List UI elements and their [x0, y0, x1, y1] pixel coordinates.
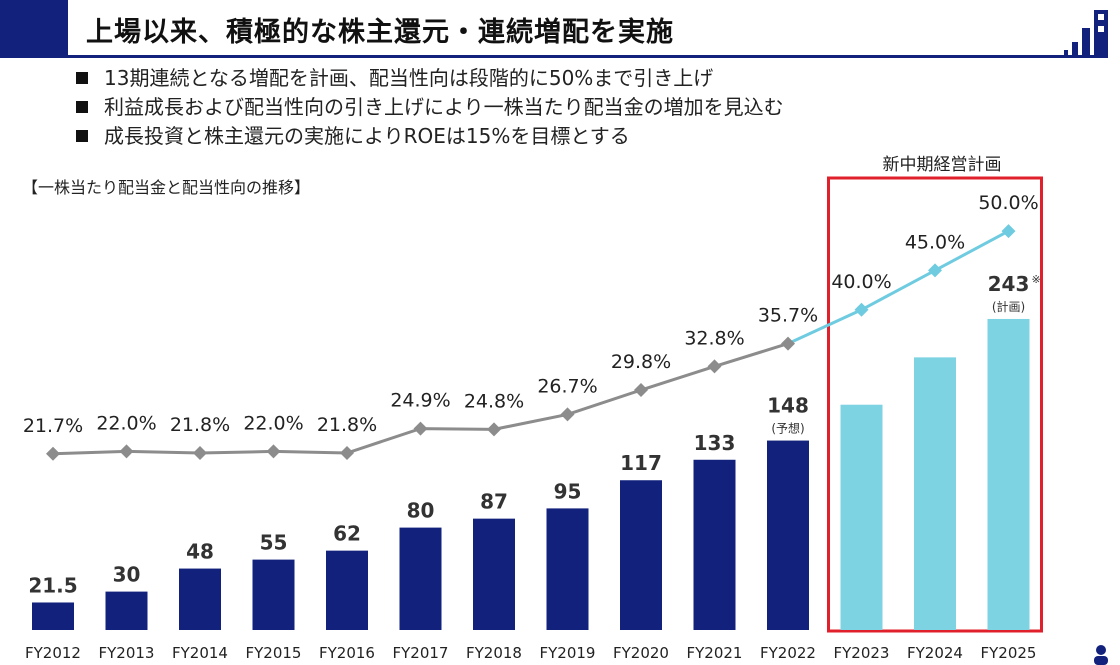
plan-period-label: 新中期経営計画: [882, 155, 1002, 175]
summary-bullets: 13期連続となる増配を計画、配当性向は段階的に50%まで引き上げ 利益成長および…: [76, 64, 784, 151]
bar-fy2022: [767, 440, 809, 630]
x-tick-label: FY2025: [981, 644, 1037, 662]
bar-fy2015: [252, 559, 295, 630]
payout-ratio-marker: [707, 359, 722, 374]
x-tick-label: FY2022: [760, 644, 816, 662]
bar-fy2020: [620, 480, 662, 630]
header-accent-block: [0, 0, 68, 58]
x-tick-label: FY2016: [319, 644, 375, 662]
payout-ratio-label: 21.7%: [23, 415, 83, 437]
header: 上場以来、積極的な株主還元・連続増配を実施: [0, 0, 1120, 58]
x-tick-label: FY2017: [393, 644, 449, 662]
bar-sub-label: (予想): [771, 421, 804, 436]
bar-value-label: 55: [260, 531, 288, 555]
bar-fy2024: [914, 357, 956, 630]
bar-value-label: 87: [480, 490, 508, 514]
payout-ratio-label: 29.8%: [611, 351, 671, 373]
x-tick-label: FY2019: [540, 644, 596, 662]
payout-ratio-marker: [928, 263, 942, 278]
bullet-square-icon: [76, 130, 88, 142]
bar-fy2017: [399, 527, 442, 630]
x-tick-label: FY2012: [25, 644, 81, 662]
payout-ratio-marker: [340, 446, 354, 460]
bar-sub-label: (計画): [992, 299, 1025, 314]
bar-value-label: 80: [407, 499, 435, 523]
payout-ratio-label: 21.8%: [317, 414, 377, 436]
bar-fy2019: [546, 508, 589, 630]
corner-logo-icon: [1064, 10, 1108, 56]
x-tick-label: FY2021: [687, 644, 743, 662]
bullet-item: 13期連続となる増配を計画、配当性向は段階的に50%まで引き上げ: [76, 64, 784, 93]
payout-ratio-label: 22.0%: [96, 412, 156, 434]
payout-ratio-label: 50.0%: [978, 192, 1038, 214]
bullet-item: 成長投資と株主還元の実施によりROEは15%を目標とする: [76, 122, 784, 151]
x-tick-label: FY2024: [907, 644, 963, 662]
bar-fy2021: [693, 459, 736, 630]
payout-ratio-marker: [1001, 224, 1016, 239]
bar-value-label: 95: [554, 479, 582, 503]
payout-ratio-label: 35.7%: [758, 305, 818, 327]
bar-value-label: 117: [620, 451, 662, 475]
bullet-square-icon: [76, 72, 88, 84]
payout-ratio-marker: [854, 302, 869, 317]
bar-fy2014: [179, 568, 221, 630]
bar-fy2012: [32, 602, 74, 630]
payout-ratio-marker: [46, 446, 60, 461]
bar-fy2016: [326, 550, 368, 630]
x-tick-label: FY2014: [172, 644, 228, 662]
payout-ratio-label: 32.8%: [684, 327, 744, 349]
x-tick-label: FY2013: [99, 644, 155, 662]
payout-ratio-marker: [634, 383, 648, 398]
payout-ratio-label: 24.8%: [464, 390, 524, 412]
payout-ratio-marker: [193, 446, 207, 460]
x-tick-label: FY2023: [834, 644, 890, 662]
chart-title: 【一株当たり配当金と配当性向の推移】: [22, 178, 311, 197]
bar-fy2018: [473, 518, 515, 630]
payout-ratio-marker: [487, 422, 501, 437]
payout-ratio-line-plan: [787, 229, 1010, 345]
plan-period-frame: [827, 176, 1043, 633]
bar-value-label: 148: [767, 394, 809, 418]
payout-ratio-label: 24.9%: [390, 390, 450, 412]
bar-fy2023: [840, 404, 883, 630]
bar-value-label: 243: [988, 272, 1030, 296]
header-underline: [68, 55, 1108, 58]
payout-ratio-label: 21.8%: [170, 414, 230, 436]
payout-ratio-label: 45.0%: [905, 231, 965, 253]
bullet-item: 利益成長および配当性向の引き上げにより一株当たり配当金の増加を見込む: [76, 93, 784, 122]
person-icon: [1094, 645, 1108, 665]
payout-ratio-label: 40.0%: [831, 271, 891, 293]
bar-value-label: 21.5: [28, 573, 77, 597]
bar-value-label: 30: [113, 563, 141, 587]
bar-value-label: 48: [186, 540, 214, 564]
payout-ratio-label: 26.7%: [537, 375, 597, 397]
footnote-mark: ※: [1032, 273, 1041, 286]
x-tick-label: FY2015: [246, 644, 302, 662]
x-tick-label: FY2020: [613, 644, 669, 662]
bar-fy2013: [105, 591, 148, 630]
page-title: 上場以来、積極的な株主還元・連続増配を実施: [86, 17, 674, 48]
payout-ratio-label: 22.0%: [243, 412, 303, 434]
bar-value-label: 133: [694, 431, 736, 455]
payout-ratio-marker: [119, 444, 134, 459]
bullet-square-icon: [76, 101, 88, 113]
payout-ratio-marker: [560, 407, 575, 422]
x-tick-label: FY2018: [466, 644, 522, 662]
payout-ratio-marker: [781, 336, 795, 351]
payout-ratio-marker: [266, 444, 281, 459]
payout-ratio-marker: [413, 421, 428, 436]
bar-value-label: 62: [333, 522, 361, 546]
bar-fy2025: [987, 318, 1030, 630]
